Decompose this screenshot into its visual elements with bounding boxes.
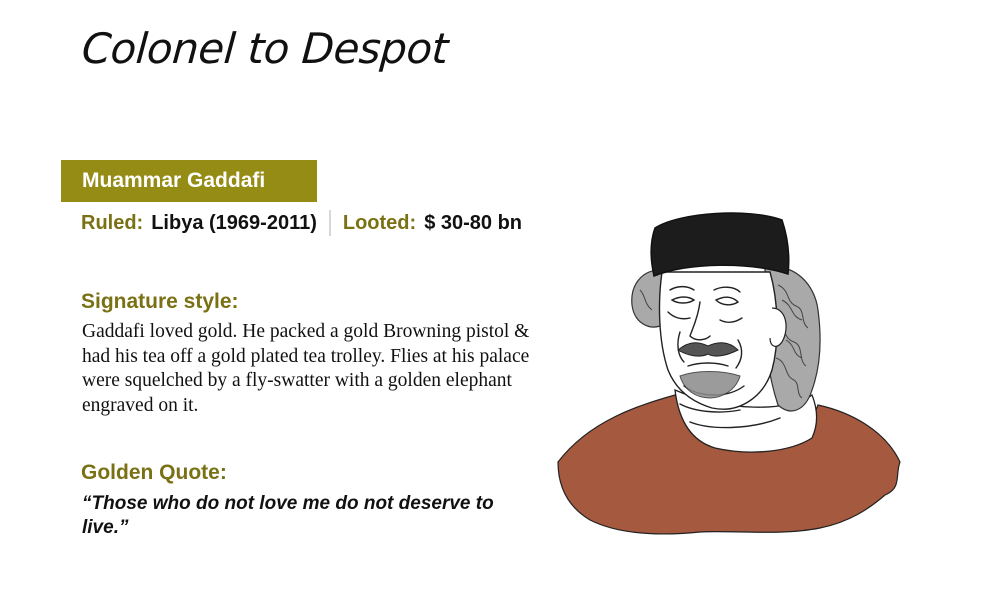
name-banner: Muammar Gaddafi [61, 160, 317, 202]
gaddafi-portrait-illustration [557, 212, 901, 535]
meta-row: Ruled: Libya (1969-2011) Looted: $ 30-80… [81, 209, 522, 237]
page-title: Colonel to Despot [80, 24, 450, 73]
golden-quote-text: “Those who do not love me do not deserve… [82, 493, 494, 538]
beard-shape [679, 371, 741, 399]
golden-quote-heading: Golden Quote: [81, 461, 227, 484]
moustache-shape [677, 342, 739, 357]
hat-shape [650, 212, 790, 278]
ruled-label: Ruled: [81, 211, 144, 234]
signature-style-text: Gaddafi loved gold. He packed a gold Bro… [82, 321, 530, 416]
looted-value: $ 30-80 bn [424, 211, 523, 234]
meta-divider [328, 210, 331, 236]
signature-style-heading: Signature style: [81, 290, 239, 313]
ear-shape [769, 307, 787, 347]
looted-label: Looted: [342, 211, 417, 234]
ruled-value: Libya (1969-2011) [151, 211, 317, 234]
